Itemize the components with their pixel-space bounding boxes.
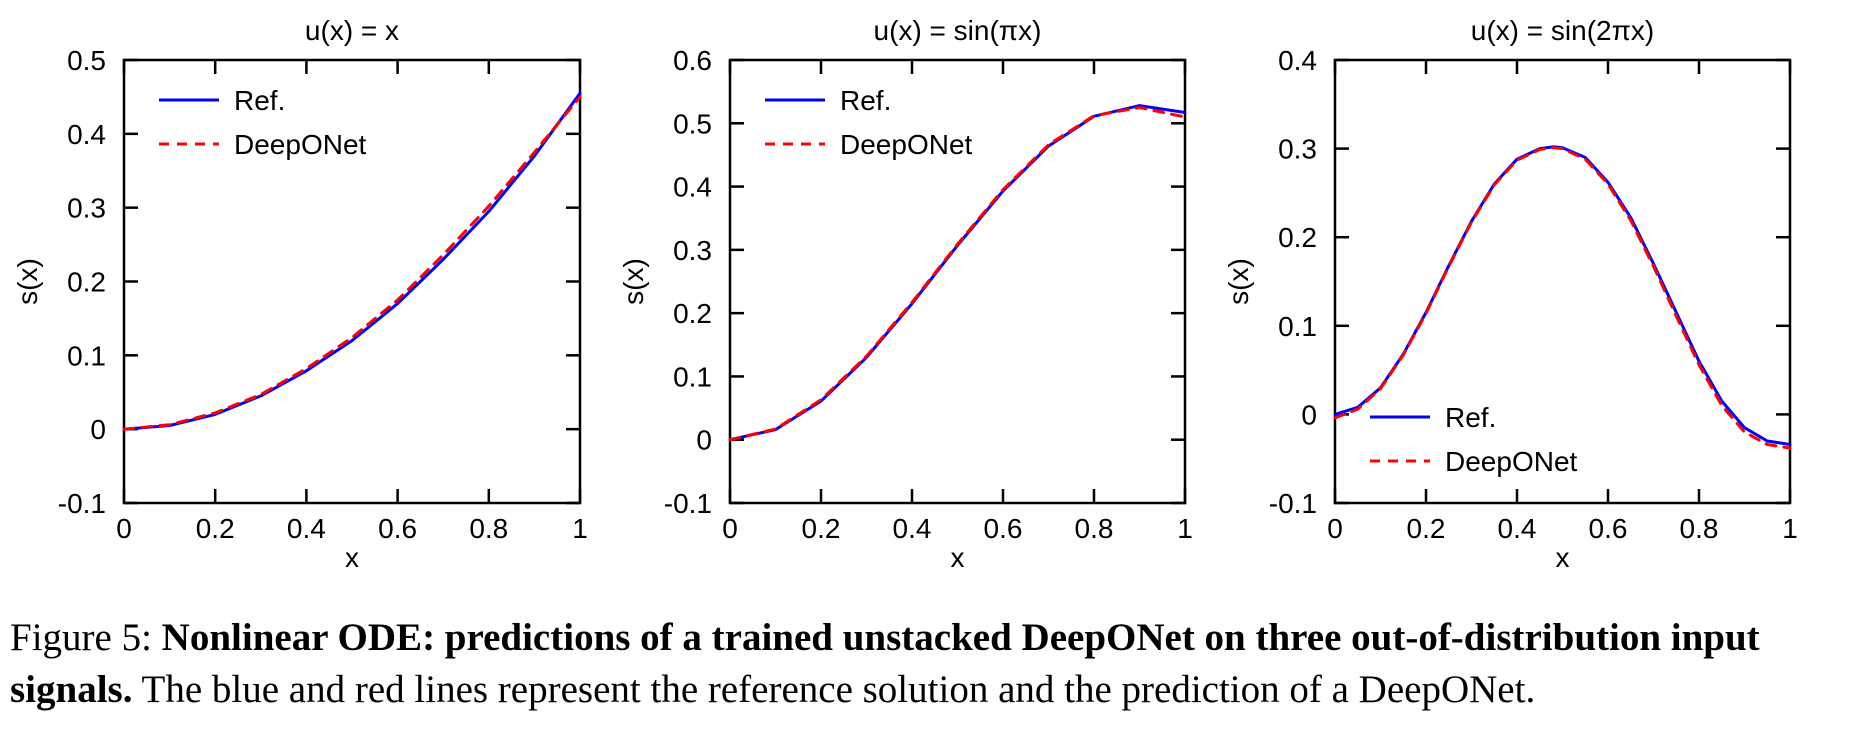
- chart1-xtick-label: 0.4: [287, 513, 326, 544]
- chart2-legend-label: DeepONet: [840, 129, 973, 160]
- chart2-ylabel: s(x): [618, 258, 649, 305]
- chart3-ytick-label: 0.1: [1278, 311, 1317, 342]
- figure-panels: u(x) = x 0 0.2 0.4 0.6 0.8 1 -0.1 0 0.1 0.2 0.3 0.4 0…: [12, 15, 1798, 573]
- chart1-xtick-label: 0: [116, 513, 132, 544]
- chart2-xtick-label: 0: [722, 513, 738, 544]
- chart1-xtick-label: 0.2: [196, 513, 235, 544]
- chart1-legend-label: Ref.: [234, 85, 285, 116]
- chart3-xtick-label: 0: [1327, 513, 1343, 544]
- chart2-legend-label: Ref.: [840, 85, 891, 116]
- chart3-xlabel: x: [1556, 542, 1570, 573]
- chart3-xtick-label: 0.8: [1680, 513, 1719, 544]
- caption-bold: Nonlinear ODE: predictions of a trained …: [10, 616, 1760, 711]
- chart1-ytick-label: 0.4: [67, 119, 106, 150]
- chart3-ytick-label: -0.1: [1269, 488, 1317, 519]
- caption-text: The blue and red lines represent the ref…: [141, 668, 1536, 711]
- chart1-ytick-label: 0.1: [67, 340, 106, 371]
- figure-caption: Figure 5: Nonlinear ODE: predictions of …: [10, 612, 1850, 716]
- chart2-xtick-label: 0.8: [1075, 513, 1114, 544]
- chart1-xtick-label: 0.6: [378, 513, 417, 544]
- chart1-ylabel: s(x): [12, 258, 43, 305]
- chart1-ytick-label: 0.3: [67, 193, 106, 224]
- chart2-ytick-label: 0.3: [673, 235, 712, 266]
- chart3-xtick-label: 0.2: [1407, 513, 1446, 544]
- chart3-xtick-label: 0.6: [1589, 513, 1628, 544]
- chart2-xtick-label: 0.4: [893, 513, 932, 544]
- chart2-xtick-label: 1: [1177, 513, 1193, 544]
- chart3-series-ref-line: [1333, 145, 1792, 446]
- chart2-ytick-label: 0.2: [673, 298, 712, 329]
- chart1-legend-label: DeepONet: [234, 129, 367, 160]
- chart1-xtick-label: 0.8: [469, 513, 508, 544]
- chart1-ytick-label: -0.1: [58, 488, 106, 519]
- chart1-ytick-label: 0: [90, 414, 106, 445]
- chart2-xtick-label: 0.2: [802, 513, 841, 544]
- chart2-ytick-label: 0.1: [673, 361, 712, 392]
- chart1-ytick-label: 0.2: [67, 267, 106, 298]
- chart3-xtick-label: 0.4: [1498, 513, 1537, 544]
- chart3-ytick-label: 0: [1301, 399, 1317, 430]
- chart3-title: u(x) = sin(2πx): [1471, 15, 1654, 46]
- chart2-ytick-label: -0.1: [664, 488, 712, 519]
- chart2-series-deeponet-line: [728, 106, 1187, 442]
- chart2-xtick-label: 0.6: [984, 513, 1023, 544]
- chart2-ytick-label: 0: [696, 425, 712, 456]
- chart2-title: u(x) = sin(πx): [874, 15, 1042, 46]
- chart1-title: u(x) = x: [305, 15, 399, 46]
- chart1-frame: [122, 58, 582, 505]
- chart3-legend-label: Ref.: [1445, 402, 1496, 433]
- chart2-xlabel: x: [951, 542, 965, 573]
- chart1-xtick-label: 1: [572, 513, 588, 544]
- chart3-xtick-label: 1: [1782, 513, 1798, 544]
- chart1-series-deeponet-line: [122, 95, 582, 431]
- chart3-series-deeponet-line: [1333, 146, 1792, 450]
- chart1-xlabel: x: [345, 542, 359, 573]
- chart2-ytick-label: 0.4: [673, 172, 712, 203]
- chart3-legend-label: DeepONet: [1445, 446, 1578, 477]
- chart2-ytick-label: 0.6: [673, 45, 712, 76]
- chart3-ylabel: s(x): [1223, 258, 1254, 305]
- caption-label: Figure 5:: [10, 616, 152, 659]
- chart2-frame: [728, 58, 1187, 505]
- chart3-ytick-label: 0.4: [1278, 45, 1317, 76]
- chart3-ytick-label: 0.3: [1278, 134, 1317, 165]
- chart1-ytick-label: 0.5: [67, 45, 106, 76]
- chart2-ytick-label: 0.5: [673, 108, 712, 139]
- chart3-frame: [1333, 58, 1792, 505]
- chart3-ytick-label: 0.2: [1278, 222, 1317, 253]
